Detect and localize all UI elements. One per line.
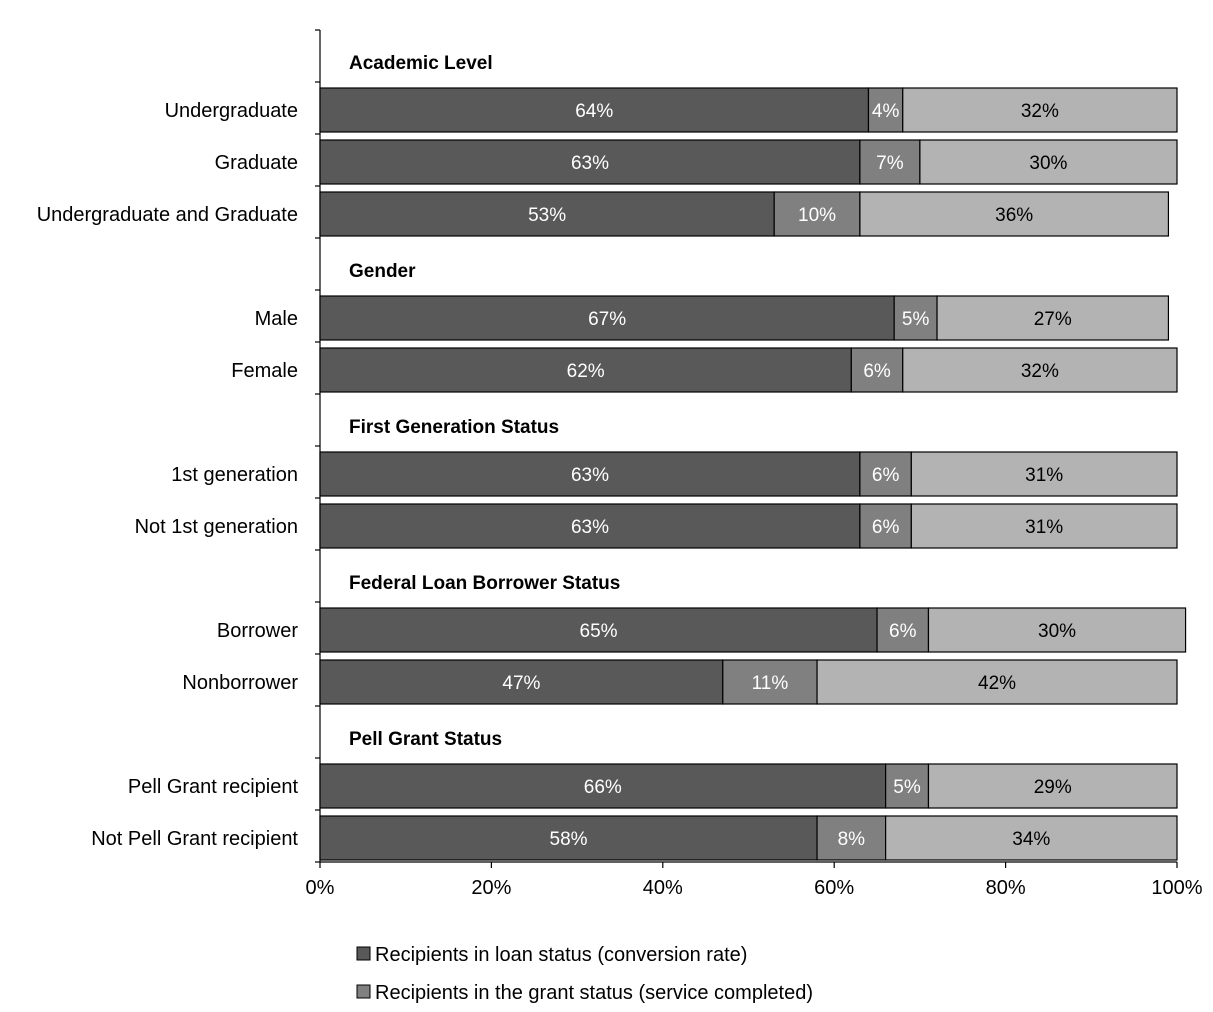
group-label: Gender [349, 261, 416, 282]
bar-value-label: 34% [1012, 829, 1050, 850]
bar-segment-series-2 [859, 451, 912, 497]
bar-value-label: 53% [528, 205, 566, 226]
category-label: Male [255, 308, 298, 330]
bar-value-label: 42% [978, 673, 1016, 694]
bar-value-label: 27% [1034, 309, 1072, 330]
bar-value-label: 32% [1021, 361, 1059, 382]
bar-segment-series-1 [319, 139, 861, 185]
category-label: Pell Grant recipient [128, 776, 299, 798]
category-label: Graduate [215, 152, 298, 174]
bar-segment-series-1 [319, 347, 852, 393]
category-label: Female [231, 360, 298, 382]
bar-segment-series-3 [885, 815, 1178, 861]
bar-value-label: 6% [872, 517, 900, 538]
bar-value-label: 66% [584, 777, 622, 798]
bar-value-label: 6% [863, 361, 891, 382]
bar-value-label: 30% [1029, 153, 1067, 174]
category-label: Borrower [217, 620, 298, 642]
bar-value-label: 29% [1034, 777, 1072, 798]
bar-segment-series-3 [927, 607, 1187, 653]
bar-segment-series-3 [902, 347, 1178, 393]
category-label: 1st generation [171, 464, 298, 486]
bar-value-label: 11% [752, 673, 789, 694]
bar-value-label: 62% [567, 361, 605, 382]
bar-segment-series-1 [319, 191, 775, 237]
legend-label: Recipients in the grant status (service … [375, 982, 813, 1004]
bar-value-label: 8% [838, 829, 866, 850]
bar-value-label: 36% [995, 205, 1033, 226]
bar-segment-series-3 [910, 503, 1178, 549]
category-label: Not Pell Grant recipient [91, 828, 298, 850]
bar-segment-series-1 [319, 763, 887, 809]
bar-value-label: 32% [1021, 101, 1059, 122]
value-axis-tick-label: 60% [814, 877, 854, 899]
bar-segment-series-2 [867, 87, 904, 133]
bar-segment-series-2 [876, 607, 930, 653]
bar-value-label: 5% [902, 309, 930, 330]
bar-value-label: 7% [876, 153, 904, 174]
bar-value-label: 31% [1025, 517, 1063, 538]
bar-value-label: 63% [571, 465, 609, 486]
bar-segment-series-2 [850, 347, 904, 393]
group-label: First Generation Status [349, 417, 559, 438]
value-axis-tick-label: 40% [643, 877, 683, 899]
value-axis-tick-label: 0% [306, 877, 335, 899]
value-axis-tick-label: 80% [986, 877, 1026, 899]
bar-segment-series-1 [319, 87, 870, 133]
bar-segment-series-1 [319, 295, 895, 341]
bar-segment-series-2 [885, 763, 930, 809]
bar-segment-series-3 [816, 659, 1178, 705]
bar-segment-series-3 [859, 191, 1170, 237]
group-label: Federal Loan Borrower Status [349, 573, 620, 594]
bar-value-label: 64% [575, 101, 613, 122]
group-label: Pell Grant Status [349, 729, 502, 750]
bar-segment-series-2 [893, 295, 938, 341]
category-label: Undergraduate [165, 100, 298, 122]
legend-label: Recipients in loan status (conversion ra… [375, 944, 747, 966]
bar-value-label: 6% [872, 465, 900, 486]
bar-segment-series-2 [722, 659, 818, 705]
bar-segment-series-3 [902, 87, 1178, 133]
bar-segment-series-2 [816, 815, 887, 861]
bar-value-label: 6% [889, 621, 917, 642]
bar-segment-series-1 [319, 503, 861, 549]
legend-swatch [356, 984, 371, 999]
bar-value-label: 47% [502, 673, 540, 694]
bar-segment-series-3 [910, 451, 1178, 497]
bar-value-label: 63% [571, 517, 609, 538]
value-axis-tick-label: 20% [471, 877, 511, 899]
bar-value-label: 4% [872, 101, 900, 122]
bar-value-label: 58% [550, 829, 588, 850]
bar-segment-series-3 [927, 763, 1178, 809]
bar-value-label: 63% [571, 153, 609, 174]
bar-value-label: 5% [893, 777, 921, 798]
bar-value-label: 10% [798, 205, 836, 226]
bar-segment-series-3 [936, 295, 1170, 341]
bar-value-label: 65% [580, 621, 618, 642]
bar-segment-series-2 [773, 191, 861, 237]
bar-value-label: 67% [588, 309, 626, 330]
bar-segment-series-3 [919, 139, 1178, 185]
group-label: Academic Level [349, 53, 493, 74]
bar-value-label: 31% [1025, 465, 1063, 486]
category-label: Nonborrower [182, 672, 298, 694]
value-axis-tick-label: 100% [1151, 877, 1202, 899]
legend-swatch [356, 946, 371, 961]
category-label: Undergraduate and Graduate [37, 204, 298, 226]
category-label: Not 1st generation [135, 516, 298, 538]
bar-value-label: 30% [1038, 621, 1076, 642]
